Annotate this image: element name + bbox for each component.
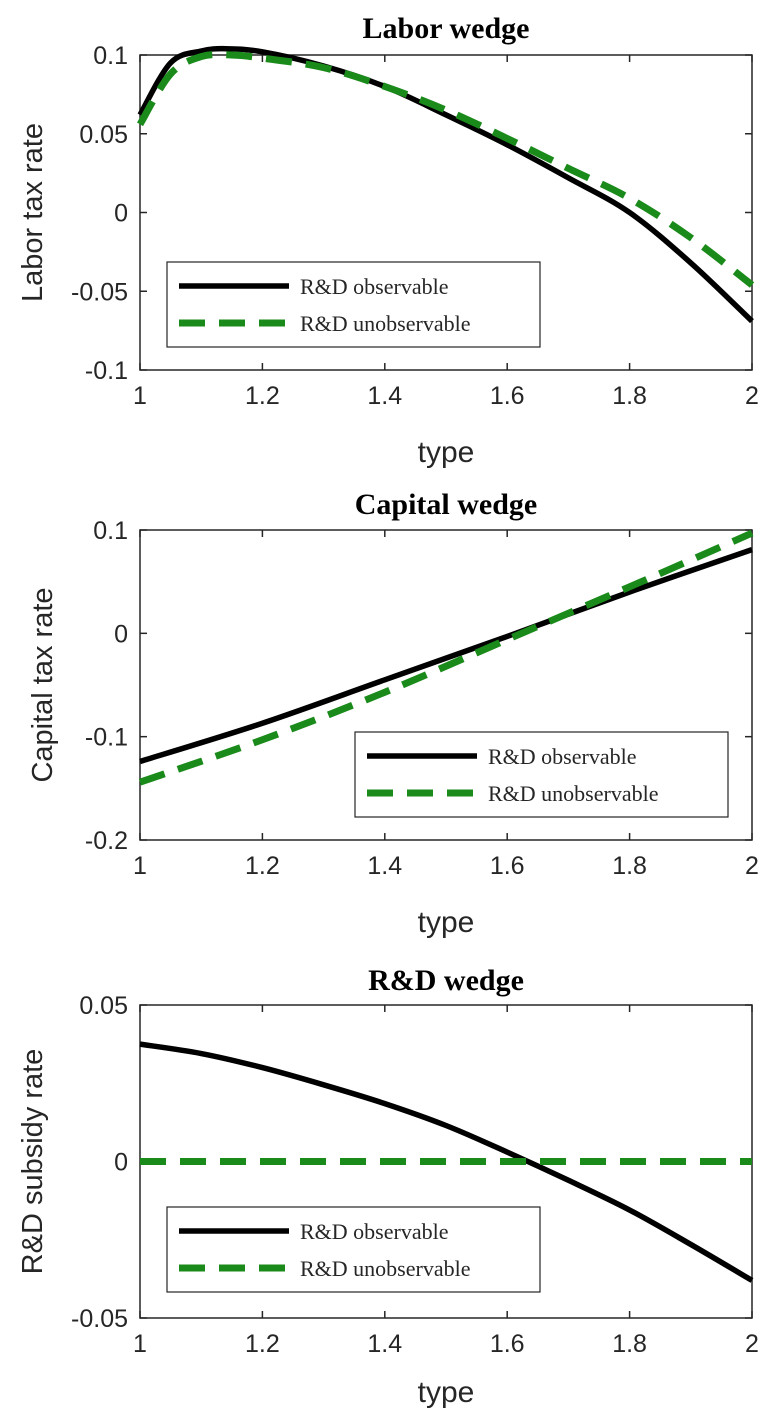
legend-box	[166, 1206, 541, 1293]
x-tick-label: 2	[745, 382, 759, 410]
legend: R&D observable R&D unobservable	[166, 261, 541, 348]
legend-label: R&D unobservable	[300, 1256, 470, 1281]
x-tick-label: 1.8	[612, 852, 647, 880]
x-tick-label: 1.2	[245, 382, 280, 410]
x-tick-label: 1	[133, 382, 147, 410]
y-tick-label: -0.1	[85, 724, 128, 752]
y-tick-label: -0.05	[71, 1305, 128, 1333]
y-axis-label: Labor tax rate	[17, 123, 49, 302]
chart-3: R&D wedge 1 1.2 1.4 1.6 1.8 2 -0.05 0 0.05 type R&D…	[17, 964, 759, 1409]
x-tick-label: 1.6	[490, 852, 525, 880]
y-tick-label: -0.2	[85, 827, 128, 855]
chart-title: R&D wedge	[368, 964, 524, 997]
y-tick-label: -0.05	[71, 278, 128, 306]
legend: R&D observable R&D unobservable	[166, 1206, 541, 1293]
x-tick-label: 1	[133, 1330, 147, 1358]
chart-title: Capital wedge	[355, 488, 538, 521]
y-axis-label: R&D subsidy rate	[17, 1049, 49, 1275]
x-tick-label: 1.8	[612, 382, 647, 410]
x-tick-label: 1.6	[490, 382, 525, 410]
chart-1: Labor wedge 1 1.2 1.4 1.6 1.8 2 -0.1 -0.05 0 0.05 0…	[17, 12, 759, 469]
x-tick-label: 1.6	[490, 1330, 525, 1358]
y-tick-label: 0	[114, 1149, 128, 1177]
x-axis-label: type	[418, 436, 475, 469]
series-line-observable	[139, 547, 753, 765]
x-tick-label: 2	[745, 852, 759, 880]
y-tick-label: 0.05	[79, 992, 128, 1020]
legend-label: R&D observable	[300, 1219, 448, 1244]
legend-box	[166, 261, 541, 348]
legend-box	[354, 731, 729, 818]
series-line-unobservable	[136, 51, 755, 288]
x-tick-label: 1	[133, 852, 147, 880]
y-tick-label: 0.1	[93, 517, 128, 545]
x-tick-label: 2	[745, 1330, 759, 1358]
legend-label: R&D observable	[488, 744, 636, 769]
x-tick-label: 1.4	[367, 1330, 402, 1358]
x-tick-label: 1.8	[612, 1330, 647, 1358]
x-axis-label: type	[418, 906, 475, 939]
legend: R&D observable R&D unobservable	[354, 731, 729, 818]
y-tick-label: 0	[114, 620, 128, 648]
x-axis-label: type	[418, 1376, 475, 1409]
legend-label: R&D unobservable	[300, 311, 470, 336]
legend-label: R&D unobservable	[488, 781, 658, 806]
y-tick-label: -0.1	[85, 357, 128, 385]
y-axis-label: Capital tax rate	[27, 587, 59, 782]
y-tick-label: 0.05	[79, 121, 128, 149]
x-tick-label: 1.4	[367, 852, 402, 880]
chart-2: Capital wedge 1 1.2 1.4 1.6 1.8 2 -0.2 -0.1 0 0.1 t…	[27, 488, 759, 939]
x-tick-label: 1.2	[245, 852, 280, 880]
x-tick-label: 1.4	[367, 382, 402, 410]
y-tick-label: 0	[114, 200, 128, 228]
y-tick-label: 0.1	[93, 42, 128, 70]
series-line-unobservable	[138, 529, 754, 786]
x-tick-label: 1.2	[245, 1330, 280, 1358]
series-line-observable	[139, 1041, 754, 1283]
legend-label: R&D observable	[300, 274, 448, 299]
chart-title: Labor wedge	[363, 12, 530, 45]
